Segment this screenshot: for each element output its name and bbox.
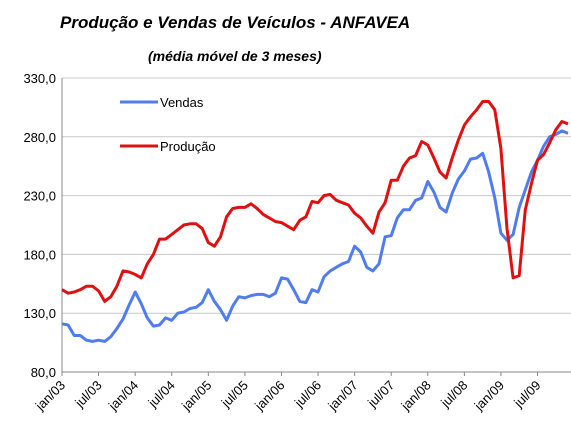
y-tick-label: 130,0 — [23, 306, 56, 321]
x-tick-label: jul/06 — [291, 378, 324, 411]
y-tick-label: 230,0 — [23, 189, 56, 204]
x-tick-label: jan/05 — [178, 378, 214, 414]
y-tick-label: 330,0 — [23, 71, 56, 86]
x-tick-label: jan/09 — [471, 378, 507, 414]
chart-subtitle: (média móvel de 3 meses) — [148, 48, 322, 64]
y-tick-label: 280,0 — [23, 130, 56, 145]
y-tick-label: 80,0 — [31, 365, 56, 380]
x-tick-label: jul/08 — [437, 378, 470, 411]
x-tick-label: jul/04 — [145, 378, 178, 411]
x-tick-label: jul/05 — [218, 378, 251, 411]
legend-label: Produção — [160, 139, 216, 154]
x-tick-label: jul/09 — [510, 378, 543, 411]
x-tick-label: jan/07 — [324, 378, 360, 414]
x-tick-label: jan/08 — [398, 378, 434, 414]
x-tick-label: jan/06 — [251, 378, 287, 414]
x-tick-label: jul/07 — [364, 378, 397, 411]
x-tick-label: jul/03 — [71, 378, 104, 411]
y-tick-label: 180,0 — [23, 247, 56, 262]
legend-label: Vendas — [160, 95, 204, 110]
chart-title: Produção e Vendas de Veículos - ANFAVEA — [60, 13, 410, 32]
x-tick-label: jan/04 — [105, 378, 141, 414]
series-line — [61, 129, 569, 343]
x-tick-label: jan/03 — [32, 378, 68, 414]
series-line — [61, 100, 569, 303]
